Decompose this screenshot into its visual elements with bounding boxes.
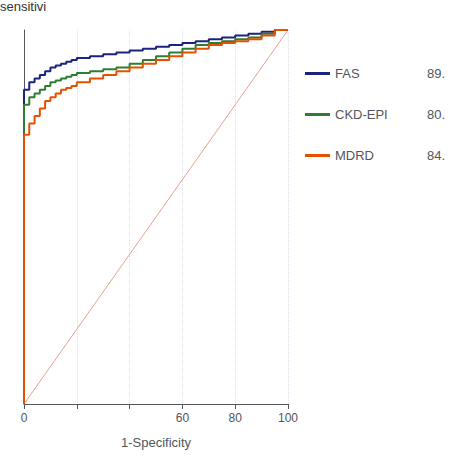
svg-text:100: 100 xyxy=(278,411,298,425)
svg-text:80.: 80. xyxy=(427,107,445,122)
svg-text:60: 60 xyxy=(176,411,190,425)
svg-text:sensitivi: sensitivi xyxy=(0,0,46,14)
svg-text:89.: 89. xyxy=(427,66,445,81)
svg-text:80: 80 xyxy=(229,411,243,425)
svg-text:CKD-EPI: CKD-EPI xyxy=(335,107,388,122)
svg-text:84.: 84. xyxy=(427,148,445,163)
svg-text:FAS: FAS xyxy=(335,66,360,81)
svg-text:0: 0 xyxy=(21,411,28,425)
svg-text:1-Specificity: 1-Specificity xyxy=(121,435,192,450)
svg-text:MDRD: MDRD xyxy=(335,148,374,163)
